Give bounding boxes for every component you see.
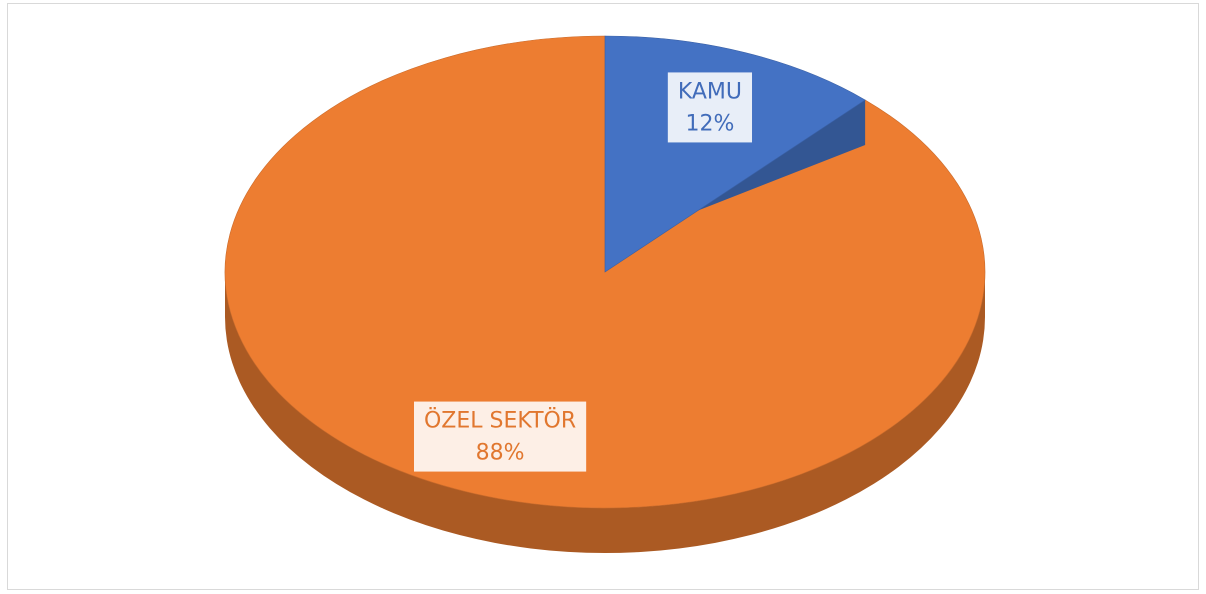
slice-side	[225, 272, 985, 553]
data-label: ÖZEL SEKTÖR 88%	[413, 401, 587, 472]
label-box	[667, 72, 753, 143]
label-box	[413, 401, 587, 472]
value-label: 88%	[476, 441, 525, 466]
category-label: KAMU	[678, 79, 742, 104]
category-label: ÖZEL SEKTÖR	[424, 408, 576, 434]
data-label: KAMU 12%	[667, 72, 753, 143]
value-label: 12%	[685, 111, 734, 136]
